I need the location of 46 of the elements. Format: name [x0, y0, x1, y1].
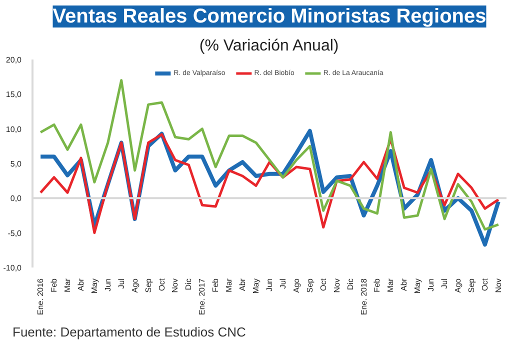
y-tick-label: 15,0: [6, 90, 22, 100]
x-tick-label: Mar: [63, 278, 72, 292]
x-tick-label: Sep: [305, 278, 314, 293]
x-tick-label: Ago: [292, 278, 301, 293]
x-tick-label: Dic: [184, 278, 194, 290]
x-tick-label: Nov: [332, 278, 342, 293]
x-tick-label: Sep: [144, 278, 153, 293]
x-tick-label: Ene. 2017: [198, 278, 207, 315]
x-tick-label: Abr: [400, 278, 409, 291]
x-tick-label: Ene. 2018: [359, 278, 368, 315]
x-tick-label: Jul: [278, 278, 288, 289]
line-series: [39, 79, 500, 231]
x-tick-label: Feb: [372, 278, 382, 292]
x-tick-label: Feb: [211, 278, 220, 292]
x-tick-label: Jun: [265, 278, 274, 292]
x-tick-label: May: [90, 278, 99, 294]
chart-subtitle: (% Variación Anual): [199, 38, 339, 54]
x-tick-label: Nov: [170, 278, 180, 293]
y-tick-label: 10,0: [6, 124, 22, 134]
y-tick-label: 20,0: [6, 56, 22, 64]
x-tick-label: Jul: [116, 278, 126, 289]
x-tick-label: Oct: [480, 278, 490, 291]
x-tick-label: Jun: [103, 278, 112, 292]
x-tick-label: Sep: [466, 278, 476, 293]
x-tick-label: Ene. 2016: [36, 278, 46, 315]
y-tick-label: 0,0: [10, 194, 22, 204]
x-tick-label: Mar: [386, 278, 396, 292]
x-tick-label: Nov: [494, 278, 503, 293]
x-tick-label: Ago: [130, 278, 140, 293]
x-tick-label: Oct: [157, 278, 166, 291]
x-tick-label: Jul: [440, 278, 450, 289]
x-tick-label: Abr: [76, 278, 86, 291]
x-tick-label: Abr: [238, 278, 248, 291]
chart-title: Ventas Reales Comercio Minoristas Regiones: [52, 6, 486, 28]
x-tick-label: May: [252, 278, 261, 294]
y-tick-label: -5,0: [8, 228, 22, 238]
source-note: Fuente: Departamento de Estudios CNC: [12, 324, 246, 340]
y-tick-label: -10,0: [3, 264, 22, 272]
x-tick-label: May: [413, 278, 422, 294]
x-tick-label: Dic: [346, 278, 355, 290]
x-tick-label: Mar: [224, 278, 234, 292]
x-tick-label: Ago: [454, 278, 463, 293]
x-tick-label: Oct: [318, 278, 328, 291]
y-tick-label: 5,0: [10, 160, 22, 168]
x-tick-label: Feb: [50, 278, 59, 292]
x-tick-label: Jun: [426, 278, 436, 292]
